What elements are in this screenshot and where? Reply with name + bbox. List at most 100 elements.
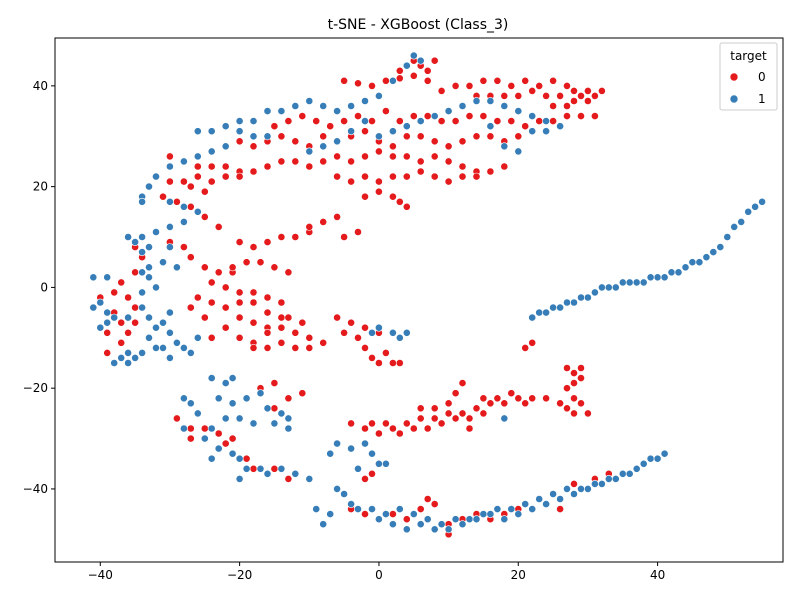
- data-point-target-0: [584, 87, 592, 95]
- data-point-target-1: [145, 263, 153, 272]
- data-point-target-1: [535, 495, 544, 503]
- data-point-target-1: [235, 127, 244, 136]
- data-point-target-0: [179, 243, 188, 251]
- data-point-target-1: [556, 303, 564, 312]
- data-point-target-1: [124, 359, 133, 367]
- data-point-target-1: [402, 122, 411, 131]
- data-point-target-0: [270, 464, 279, 473]
- data-point-target-0: [570, 479, 578, 488]
- data-point-target-0: [570, 379, 578, 387]
- data-point-target-1: [584, 293, 592, 302]
- x-tick-label: 20: [511, 568, 526, 582]
- data-point-target-0: [521, 122, 530, 131]
- data-point-target-0: [131, 268, 139, 277]
- plot-frame: [54, 37, 784, 563]
- data-point-target-0: [556, 505, 564, 513]
- data-point-target-1: [179, 343, 188, 352]
- data-point-target-0: [542, 394, 550, 403]
- data-point-target-1: [528, 313, 537, 322]
- data-point-target-0: [556, 399, 564, 408]
- data-point-target-0: [430, 172, 439, 181]
- data-point-target-0: [354, 333, 362, 342]
- data-point-target-1: [500, 414, 509, 423]
- data-point-target-0: [521, 76, 530, 85]
- data-point-target-0: [193, 172, 202, 181]
- data-point-target-0: [124, 293, 133, 302]
- data-point-target-1: [507, 505, 516, 513]
- data-point-target-0: [333, 212, 341, 221]
- data-point-target-0: [451, 414, 460, 423]
- x-axis: −40 −20 0 20 40: [88, 562, 665, 582]
- data-point-target-1: [395, 333, 404, 342]
- data-point-target-0: [479, 409, 488, 418]
- data-point-target-1: [242, 394, 251, 403]
- data-point-target-1: [402, 525, 411, 534]
- data-point-target-0: [235, 172, 244, 181]
- data-point-target-0: [388, 424, 397, 433]
- data-point-target-0: [305, 162, 314, 171]
- data-point-target-1: [423, 515, 432, 524]
- data-point-target-0: [570, 97, 578, 105]
- data-point-target-1: [660, 273, 669, 282]
- data-point-target-1: [416, 520, 425, 529]
- data-point-target-0: [124, 328, 133, 337]
- data-point-target-0: [388, 172, 397, 181]
- data-point-target-1: [361, 439, 369, 448]
- data-point-target-0: [277, 313, 286, 322]
- data-point-target-0: [347, 157, 355, 166]
- data-point-target-0: [165, 152, 174, 161]
- data-point-target-0: [535, 117, 544, 125]
- data-point-target-1: [124, 313, 133, 322]
- data-point-target-1: [193, 127, 202, 136]
- data-point-target-0: [235, 333, 244, 342]
- data-point-target-1: [96, 323, 105, 332]
- data-point-target-1: [709, 248, 718, 256]
- data-point-target-0: [277, 298, 286, 307]
- data-point-target-1: [374, 323, 383, 332]
- data-point-target-0: [207, 177, 216, 186]
- data-point-target-1: [528, 505, 537, 513]
- data-point-target-1: [395, 505, 404, 513]
- data-point-target-0: [465, 414, 474, 423]
- data-point-target-0: [535, 82, 544, 90]
- y-tick-label: 40: [33, 79, 48, 93]
- data-point-target-0: [368, 82, 376, 90]
- data-point-target-0: [368, 353, 376, 362]
- data-point-target-1: [138, 248, 146, 256]
- data-point-target-0: [354, 228, 362, 236]
- data-point-target-0: [528, 87, 537, 95]
- data-point-target-0: [319, 217, 328, 226]
- data-point-target-1: [514, 510, 523, 518]
- data-point-target-0: [291, 343, 300, 352]
- data-point-target-0: [172, 414, 181, 423]
- data-point-target-0: [402, 152, 411, 161]
- data-point-target-1: [124, 348, 133, 357]
- data-point-target-0: [402, 202, 411, 211]
- data-point-target-0: [409, 424, 418, 433]
- data-point-target-0: [361, 510, 369, 518]
- data-point-target-0: [103, 328, 112, 337]
- data-point-target-0: [451, 82, 460, 90]
- data-point-target-0: [263, 343, 272, 352]
- data-point-target-0: [395, 117, 404, 125]
- data-point-target-0: [549, 117, 557, 125]
- data-point-target-0: [395, 74, 404, 83]
- data-point-target-1: [381, 459, 390, 468]
- data-point-target-0: [368, 117, 376, 125]
- legend: target 0 1: [719, 42, 778, 111]
- data-point-target-1: [152, 343, 160, 352]
- data-point-target-1: [549, 303, 557, 312]
- data-point-target-1: [235, 474, 244, 483]
- data-point-target-0: [131, 303, 139, 312]
- data-point-target-0: [514, 92, 523, 100]
- data-point-target-0: [486, 399, 495, 408]
- data-point-target-0: [598, 87, 606, 95]
- data-point-target-0: [110, 288, 119, 297]
- data-point-target-1: [214, 394, 223, 403]
- data-point-target-0: [131, 318, 139, 327]
- data-point-target-1: [639, 459, 648, 468]
- data-point-target-0: [563, 384, 571, 393]
- data-point-target-1: [591, 288, 599, 297]
- data-point-target-0: [221, 172, 230, 181]
- data-point-target-1: [277, 107, 286, 115]
